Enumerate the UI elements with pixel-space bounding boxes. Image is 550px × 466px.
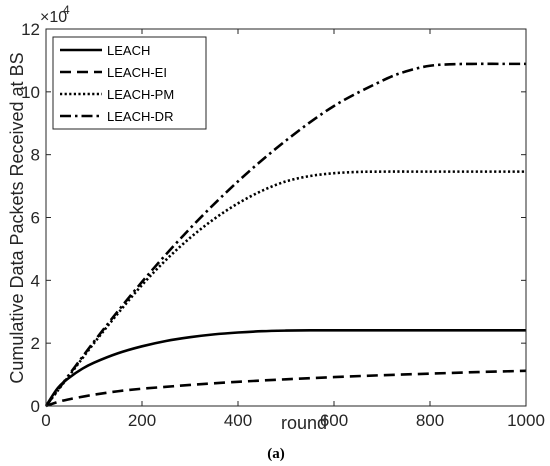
legend-label: LEACH — [107, 43, 150, 58]
x-axis-label: round — [281, 413, 327, 433]
figure-caption: (a) — [267, 446, 285, 462]
x-tick-label: 800 — [416, 411, 444, 430]
y-tick-label: 12 — [21, 20, 40, 39]
legend: LEACH LEACH-EI LEACH-PM LEACH-DR — [52, 36, 207, 130]
tick-layer: 0 200 400 600 800 1000 0 2 4 6 8 10 12 — [21, 20, 545, 430]
legend-box — [52, 36, 207, 130]
y-multiplier-exponent: 4 — [63, 3, 70, 17]
y-multiplier-base: ×10 — [40, 9, 67, 26]
series-line-leach-dr — [44, 62, 526, 407]
series-line-leach-ei — [45, 369, 527, 408]
y-multiplier: ×10 4 — [40, 3, 70, 26]
series-line-leach — [44, 328, 526, 407]
x-tick-label: 0 — [41, 411, 50, 430]
x-tick-label: 400 — [224, 411, 252, 430]
y-tick-label: 4 — [31, 271, 40, 290]
x-tick-label: 200 — [128, 411, 156, 430]
x-tick-label: 600 — [320, 411, 348, 430]
y-tick-label: 10 — [21, 83, 40, 102]
y-tick-label: 8 — [31, 146, 40, 165]
x-tick-label: 1000 — [507, 411, 545, 430]
legend-label: LEACH-DR — [107, 109, 173, 124]
y-tick-label: 6 — [31, 209, 40, 228]
y-axis-label: Cumulative Data Packets Received at BS — [7, 52, 27, 383]
series-line-leach-pm — [44, 170, 526, 407]
y-tick-label: 0 — [31, 397, 40, 416]
legend-label: LEACH-PM — [107, 87, 174, 102]
y-tick-label: 2 — [31, 334, 40, 353]
series-layer — [44, 62, 527, 408]
legend-label: LEACH-EI — [107, 65, 167, 80]
